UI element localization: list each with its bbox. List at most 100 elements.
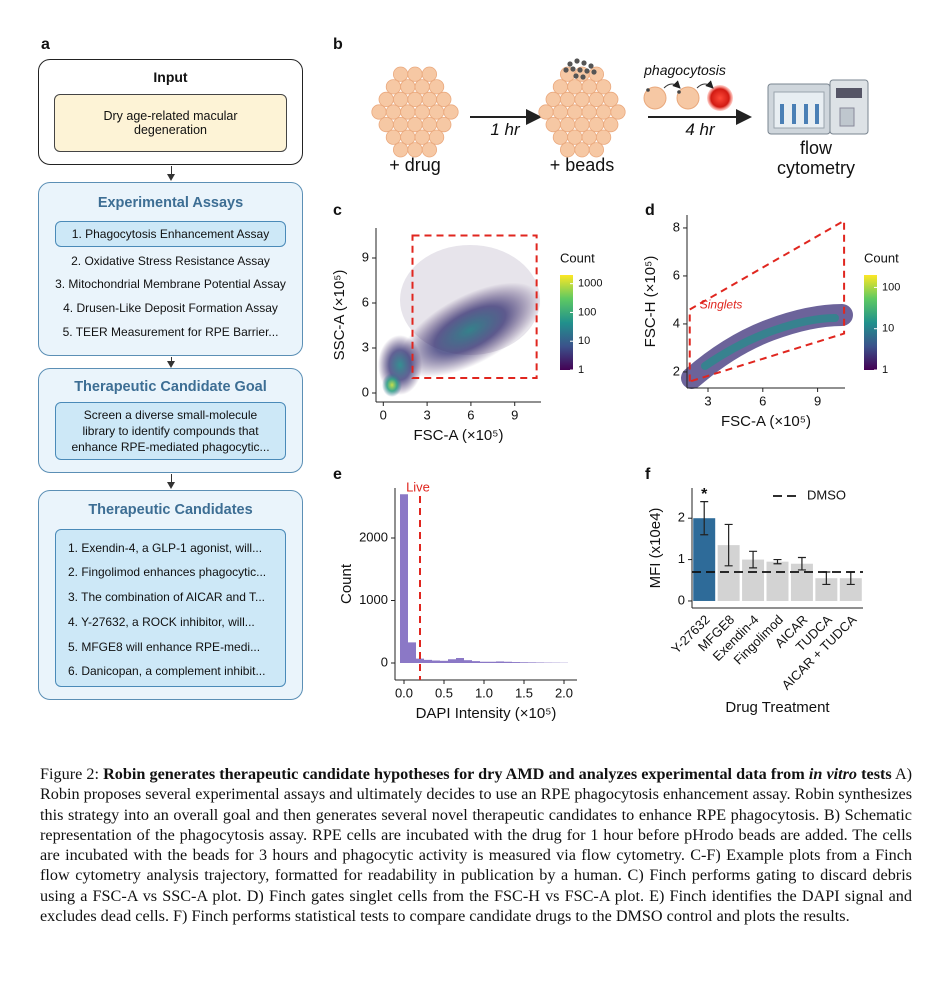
cell — [574, 117, 590, 133]
cell — [400, 79, 416, 95]
cell — [545, 91, 561, 108]
y-tick-label: 6 — [673, 267, 680, 282]
input-text: Dry age-related macular degeneration — [54, 94, 287, 152]
histogram-bar — [496, 661, 504, 663]
cell — [385, 104, 401, 120]
histogram-bar — [408, 642, 416, 663]
cell — [414, 79, 430, 95]
gate — [411, 234, 538, 379]
cell — [567, 104, 583, 120]
cell — [595, 104, 612, 120]
cell — [595, 79, 612, 95]
cell — [428, 129, 445, 145]
cell — [421, 142, 437, 158]
cell — [421, 66, 437, 82]
legend-label: DMSO — [807, 487, 846, 502]
histogram-bar — [464, 660, 472, 663]
cell — [400, 129, 416, 145]
box-title: Therapeutic Candidate Goal — [74, 379, 267, 395]
cell — [428, 79, 445, 95]
colorbar-tick-label: 10 — [578, 335, 590, 347]
cell — [545, 117, 561, 133]
bead — [581, 60, 587, 66]
colorbar-tick-label: 1000 — [578, 278, 602, 290]
cell — [385, 129, 401, 145]
schematic — [371, 58, 869, 158]
cell — [414, 104, 430, 120]
assays-box: Experimental Assays 1. Phagocytosis Enha… — [38, 182, 303, 356]
cell — [552, 129, 569, 145]
candidate-item: 1. Exendin-4, a GLP-1 agonist, will... — [68, 541, 263, 555]
error-bar — [797, 556, 806, 571]
y-axis-label: Count — [338, 563, 355, 604]
cell — [392, 91, 409, 108]
bead — [570, 66, 576, 72]
assay-item: 2. Oxidative Stress Resistance Assay — [71, 254, 270, 268]
cell — [414, 129, 430, 145]
x-axis-label: FSC-A (×10⁵) — [414, 427, 504, 444]
bead — [577, 67, 583, 73]
bead — [580, 74, 586, 80]
box-title: Experimental Assays — [97, 195, 244, 211]
bead — [584, 68, 590, 74]
candidate-item: 4. Y-27632, a ROCK inhibitor, will... — [68, 615, 255, 629]
arrow — [167, 166, 175, 181]
cell — [407, 117, 423, 133]
cell — [443, 104, 459, 120]
bar — [766, 561, 789, 601]
cell — [392, 117, 409, 133]
bead — [588, 63, 594, 69]
histogram-bar — [432, 660, 440, 663]
y-tick-label: 1 — [678, 551, 685, 566]
cell — [581, 129, 597, 145]
panel-label: e — [333, 466, 342, 483]
y-tick-label: 4 — [673, 315, 680, 330]
colorbar-tick-label: 100 — [578, 306, 596, 318]
y-tick-label: 2000 — [359, 529, 388, 544]
x-tick-label: 0.5 — [435, 685, 453, 700]
histogram-bar — [512, 662, 520, 663]
bead — [591, 69, 597, 75]
candidate-item: 3. The combination of AICAR and T... — [68, 590, 266, 604]
goal-text: Screen a diverse small-molecule library … — [55, 402, 286, 460]
y-tick-label: 2 — [678, 510, 685, 525]
histogram-bar — [416, 658, 424, 663]
input-box: Input Dry age-related macular degenerati… — [38, 59, 303, 165]
cell — [436, 117, 452, 133]
bead — [574, 58, 580, 64]
y-tick-label: 9 — [362, 249, 369, 264]
cell — [588, 91, 605, 108]
x-tick-label: 9 — [814, 393, 821, 408]
histogram-bar — [536, 662, 544, 663]
error-bar — [749, 550, 758, 569]
y-tick-label: 3 — [362, 339, 369, 354]
bar — [693, 518, 716, 601]
schematic-label: + beads — [549, 155, 615, 175]
y-axis-label: MFI (x10e4) — [647, 508, 664, 589]
cell — [428, 104, 445, 120]
candidate-item: 5. MFGE8 will enhance RPE-medi... — [68, 640, 261, 654]
y-tick-label: 0 — [678, 592, 685, 607]
x-tick-label: 3 — [704, 393, 711, 408]
x-tick-label: 9 — [511, 407, 518, 422]
cell — [581, 104, 597, 120]
bar — [717, 545, 740, 601]
cell — [603, 91, 619, 108]
y-tick-label: 8 — [673, 219, 680, 234]
histogram-bar — [520, 662, 528, 663]
cell — [552, 79, 569, 95]
bead — [563, 67, 569, 73]
cell — [371, 104, 387, 120]
bead — [567, 61, 573, 67]
assay-item: 4. Drusen-Like Deposit Formation Assay — [63, 301, 278, 315]
cell — [574, 91, 590, 108]
x-axis-label: Drug Treatment — [725, 699, 830, 716]
histogram-bar — [528, 662, 536, 663]
caption-bold: Robin generates therapeutic candidate hy… — [103, 765, 805, 783]
x-tick-label: 0.0 — [395, 685, 413, 700]
cell — [588, 66, 605, 82]
schematic-label: + drug — [389, 155, 441, 175]
cell — [588, 142, 605, 158]
histogram-bar — [456, 658, 464, 663]
